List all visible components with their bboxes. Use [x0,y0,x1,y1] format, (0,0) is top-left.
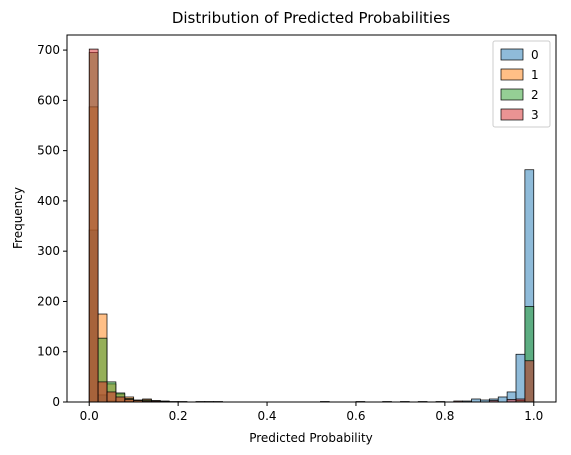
y-tick-label: 500 [37,144,60,158]
plot-frame [66,34,557,403]
legend-swatch-0 [500,48,524,61]
y-tick-label: 700 [37,43,60,57]
y-tick-label: 0 [52,395,60,409]
legend-label-0: 0 [531,48,539,62]
y-axis-label: Frequency [11,187,25,249]
x-tick-label: 0.6 [346,409,365,423]
y-tick-label: 400 [37,194,60,208]
legend-label-3: 3 [531,108,539,122]
bar-series-3-bin-3 [115,396,126,403]
y-tick-label: 300 [37,244,60,258]
legend-label-1: 1 [531,68,539,82]
bar-series-0-bin-11 [515,353,526,403]
x-tick-label: 1.0 [524,409,543,423]
legend-swatch-1 [500,68,524,81]
legend: 0 1 2 3 [492,40,551,128]
legend-swatch-3 [500,108,524,121]
y-tick-label: 600 [37,93,60,107]
legend-label-2: 2 [531,88,539,102]
y-axis-ticks: 0 100 200 300 400 500 600 700 [37,43,67,409]
legend-box [492,40,551,128]
bar-series-0-bin-9 [497,396,508,403]
y-tick-label: 200 [37,294,60,308]
bar-series-3-bin-2 [106,391,117,403]
bars-layer [88,48,535,403]
x-axis-label: Predicted Probability [249,431,373,445]
bar-series-3-bin-0 [88,48,99,403]
chart-title: Distribution of Predicted Probabilities [172,9,450,27]
bar-series-3-bin-19 [524,360,535,403]
x-tick-label: 0.8 [435,409,454,423]
x-tick-label: 0.0 [80,409,99,423]
y-tick-label: 100 [37,345,60,359]
x-tick-label: 0.2 [169,409,188,423]
bar-series-3-bin-1 [97,381,108,403]
x-axis-ticks: 0.0 0.2 0.4 0.6 0.8 1.0 [80,402,543,423]
x-tick-label: 0.4 [257,409,276,423]
legend-swatch-2 [500,88,524,101]
